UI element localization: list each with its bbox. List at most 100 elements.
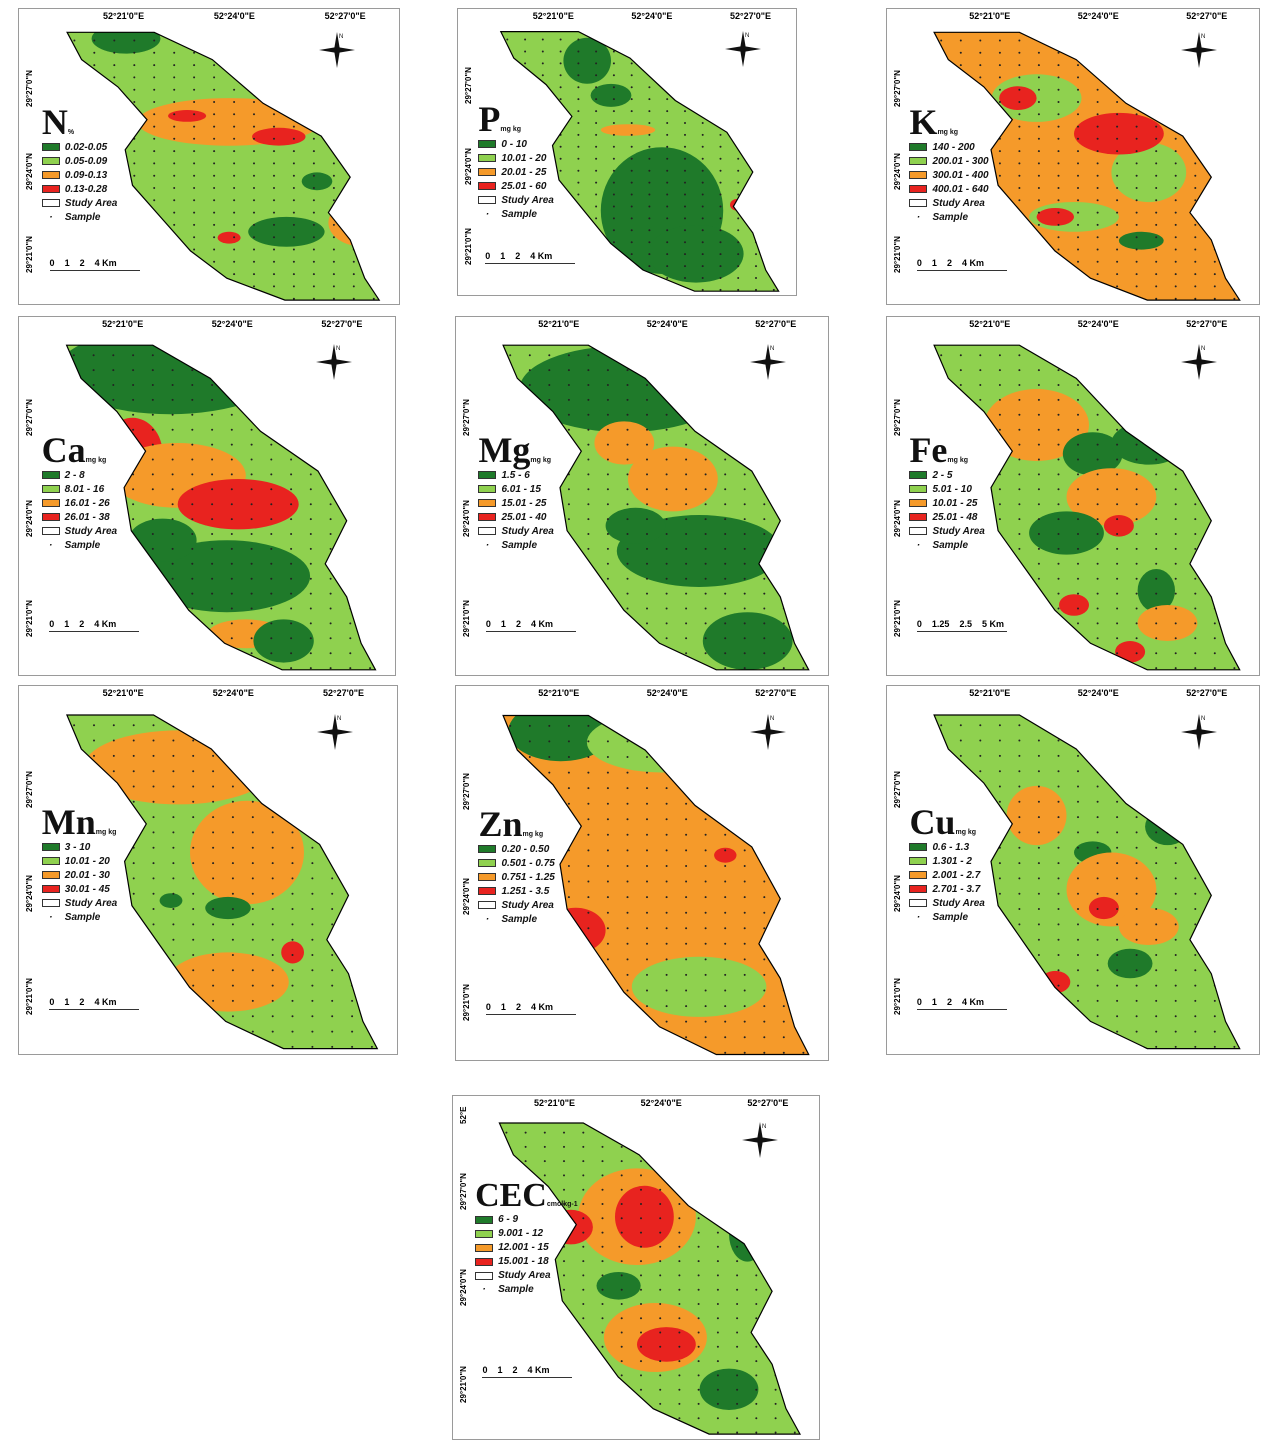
sample-point <box>606 1020 609 1023</box>
sample-point <box>112 754 115 757</box>
scale-label: 0 <box>482 1365 488 1376</box>
sample-point <box>506 62 509 65</box>
sample-point <box>1233 607 1236 610</box>
sample-point <box>1233 443 1236 446</box>
sample-point <box>332 187 335 189</box>
sample-point <box>291 999 294 1002</box>
sample-point <box>612 217 615 220</box>
svg-text:N: N <box>770 716 774 722</box>
sample-point <box>211 443 214 446</box>
legend-swatch <box>909 485 928 494</box>
sample-point <box>193 101 196 103</box>
sample-point <box>1057 622 1060 625</box>
sample-point <box>666 217 669 220</box>
sample-point <box>1253 76 1255 78</box>
sample-point <box>153 223 156 226</box>
sample-point <box>1233 892 1236 895</box>
legend-swatch <box>478 154 497 163</box>
sample-point <box>133 223 136 226</box>
sample-point <box>763 384 766 386</box>
sample-point <box>719 110 722 113</box>
scale-label: 4 Km <box>530 619 553 630</box>
sample-point <box>153 76 156 79</box>
sample-point <box>1194 428 1197 431</box>
legend-swatch <box>41 843 60 852</box>
sample-point <box>684 241 686 244</box>
sample-point <box>577 288 580 291</box>
sample-point <box>352 223 355 226</box>
sample-point <box>959 248 962 251</box>
zone-dark-green <box>699 1368 759 1410</box>
sample-point <box>1018 199 1021 202</box>
sample-point <box>1018 816 1021 819</box>
sample-point <box>509 637 512 640</box>
sample-point <box>151 533 154 535</box>
legend-label: 8.01 - 16 <box>64 483 105 495</box>
sample-point <box>979 369 982 372</box>
sample-point <box>587 458 590 461</box>
sample-point <box>1096 113 1099 116</box>
sample-point <box>1077 938 1079 941</box>
sample-point <box>171 562 174 565</box>
sample-point <box>1233 236 1236 239</box>
sample-point <box>193 174 196 177</box>
sample-point <box>213 187 216 189</box>
sample-point <box>659 1388 662 1391</box>
sample-point <box>311 1030 314 1033</box>
scale-line <box>485 262 576 268</box>
sample-point <box>716 1217 719 1220</box>
sample-point <box>192 954 195 956</box>
sample-point <box>1233 667 1236 670</box>
sample-point <box>1135 503 1138 506</box>
sample-point <box>151 398 154 401</box>
sample-point <box>1057 846 1060 849</box>
north-arrow-icon: N <box>1180 31 1217 68</box>
sample-point <box>1037 923 1040 926</box>
sample-point <box>1233 577 1236 580</box>
sample-point <box>391 908 393 910</box>
sample-point <box>648 38 651 41</box>
sample-point <box>292 125 295 128</box>
sample-point <box>273 88 275 91</box>
sample-point <box>370 999 373 1002</box>
sample-point <box>349 518 352 521</box>
sample-point <box>389 563 391 565</box>
sample-point <box>1116 199 1119 202</box>
sample-point <box>595 277 598 279</box>
sample-point <box>802 473 805 476</box>
sample-point <box>979 398 982 401</box>
sample-point <box>774 1431 777 1434</box>
sample-point <box>1194 113 1197 116</box>
sample-point <box>719 157 722 160</box>
sample-point <box>1253 893 1255 895</box>
sample-point <box>685 1005 688 1008</box>
sample-point <box>112 739 115 742</box>
sample-point <box>351 831 354 834</box>
sample-point <box>704 518 707 521</box>
sample-point <box>678 1331 681 1334</box>
sample-point <box>802 880 805 883</box>
sample-point <box>1233 831 1236 834</box>
legend-swatch <box>41 471 60 480</box>
sample-point <box>998 862 1001 865</box>
sample-point <box>782 428 785 431</box>
legend-label: Sample <box>64 211 101 223</box>
sample-point <box>559 193 562 196</box>
sample-point <box>626 533 629 535</box>
sample-point <box>646 428 648 431</box>
sample-point <box>211 503 214 506</box>
sample-point <box>112 984 115 987</box>
sample-point <box>595 133 598 136</box>
sample-point <box>231 1030 234 1033</box>
sample-point <box>697 1203 700 1205</box>
sample-point <box>309 428 312 431</box>
sample-point <box>685 667 688 670</box>
sample-point <box>211 488 214 491</box>
sample-point <box>192 984 195 987</box>
sample-point <box>701 229 704 232</box>
legend-item: 5.01 - 10 <box>909 482 984 496</box>
sample-point <box>332 223 335 226</box>
sample-point <box>292 260 295 263</box>
sample-point <box>782 652 785 655</box>
sample-point <box>587 771 590 774</box>
